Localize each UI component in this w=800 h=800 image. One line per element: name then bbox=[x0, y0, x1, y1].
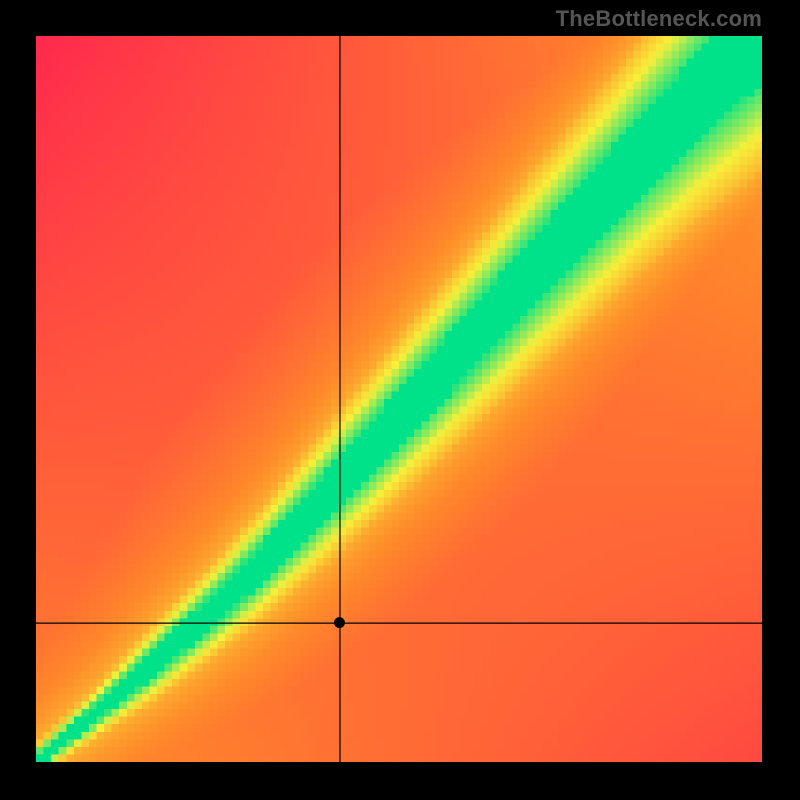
chart-container: TheBottleneck.com bbox=[0, 0, 800, 800]
bottleneck-heatmap bbox=[36, 36, 762, 762]
watermark-text: TheBottleneck.com bbox=[556, 6, 762, 32]
